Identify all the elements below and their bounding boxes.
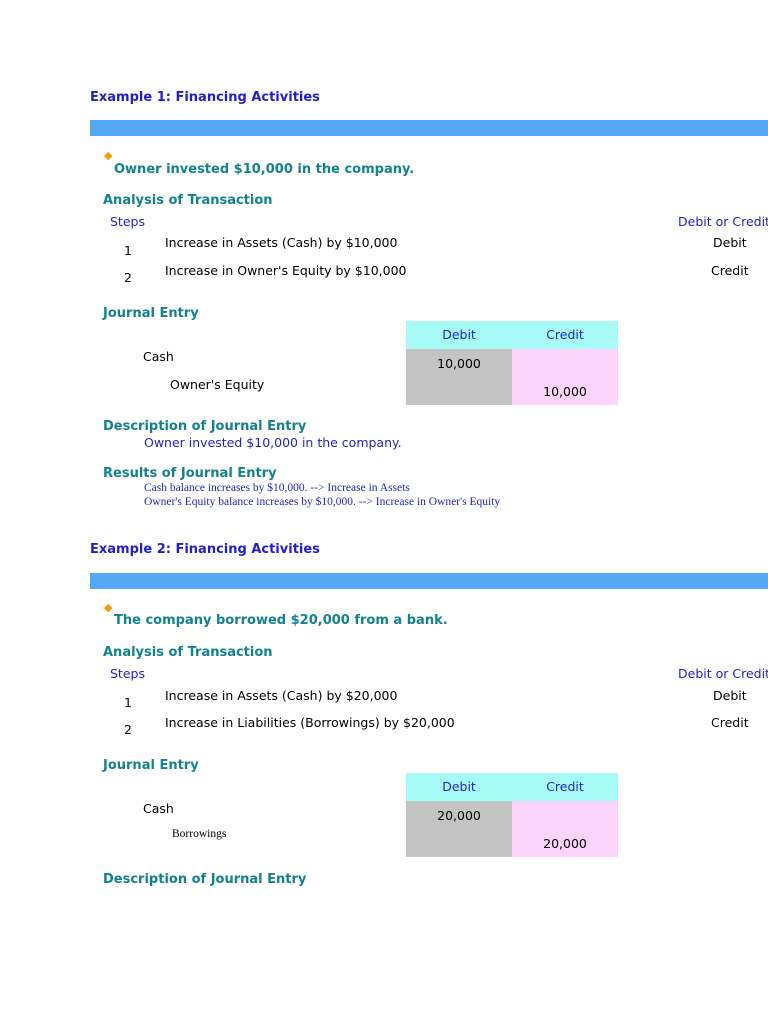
example-1-journal-debit-account: Cash (143, 349, 174, 364)
example-1-journal-debit-cell: 10,000 (406, 349, 512, 405)
example-1-title: Example 1: Financing Activities (90, 90, 320, 105)
example-1-analysis-heading: Analysis of Transaction (103, 193, 273, 208)
example-2-journal-heading: Journal Entry (103, 758, 199, 773)
example-2-step-2-side: Credit (711, 715, 749, 730)
example-1-step-1-text: Increase in Assets (Cash) by $10,000 (165, 235, 398, 250)
example-1-transaction: Owner invested $10,000 in the company. (114, 162, 415, 177)
example-2-step-1-text: Increase in Assets (Cash) by $20,000 (165, 688, 398, 703)
example-2-journal-debit-cell: 20,000 (406, 801, 512, 857)
example-2-analysis-heading: Analysis of Transaction (103, 645, 273, 660)
example-1-journal-debit-amount: 10,000 (437, 356, 481, 371)
example-1-debit-or-credit-label: Debit or Credit (678, 214, 768, 229)
example-2-description-heading: Description of Journal Entry (103, 872, 307, 887)
example-1-step-2-text: Increase in Owner's Equity by $10,000 (165, 263, 407, 278)
example-1-results-heading: Results of Journal Entry (103, 466, 277, 481)
example-2-step-1-side: Debit (713, 688, 747, 703)
example-1-divider-bar (90, 120, 768, 136)
example-1-step-1-number: 1 (124, 243, 132, 258)
example-1-journal-debit-header: Debit (406, 321, 512, 349)
example-1-journal-heading: Journal Entry (103, 306, 199, 321)
example-2-step-2-number: 2 (124, 722, 132, 737)
example-1-description: Owner invested $10,000 in the company. (144, 435, 402, 450)
example-2-steps-label: Steps (110, 666, 145, 681)
example-1-result-2: Owner's Equity balance increases by $10,… (144, 496, 501, 508)
example-1-steps-label: Steps (110, 214, 145, 229)
example-1-journal-credit-header: Credit (512, 321, 618, 349)
example-2-journal-debit-header: Debit (406, 773, 512, 801)
example-2-journal-credit-amount: 20,000 (543, 836, 587, 851)
example-1-step-2-side: Credit (711, 263, 749, 278)
example-2-journal-credit-cell: 20,000 (512, 801, 618, 857)
example-1-step-2-number: 2 (124, 270, 132, 285)
example-1-step-1-side: Debit (713, 235, 747, 250)
example-1-result-1: Cash balance increases by $10,000. --> I… (144, 482, 410, 494)
example-2-journal-credit-account: Borrowings (172, 828, 227, 840)
diamond-icon: ◆ (104, 149, 113, 162)
example-2-transaction: The company borrowed $20,000 from a bank… (114, 613, 448, 628)
example-2-journal-debit-amount: 20,000 (437, 808, 481, 823)
example-1-description-heading: Description of Journal Entry (103, 419, 307, 434)
example-2-debit-or-credit-label: Debit or Credit (678, 666, 768, 681)
example-2-title: Example 2: Financing Activities (90, 542, 320, 557)
example-2-step-1-number: 1 (124, 695, 132, 710)
example-2-journal-debit-account: Cash (143, 801, 174, 816)
example-2-journal-credit-header: Credit (512, 773, 618, 801)
example-1-journal-credit-account: Owner's Equity (170, 377, 265, 392)
example-2-step-2-text: Increase in Liabilities (Borrowings) by … (165, 715, 455, 730)
diamond-icon: ◆ (104, 601, 113, 614)
example-2-divider-bar (90, 573, 768, 589)
example-1-journal-credit-cell: 10,000 (512, 349, 618, 405)
example-1-journal-credit-amount: 10,000 (543, 384, 587, 399)
